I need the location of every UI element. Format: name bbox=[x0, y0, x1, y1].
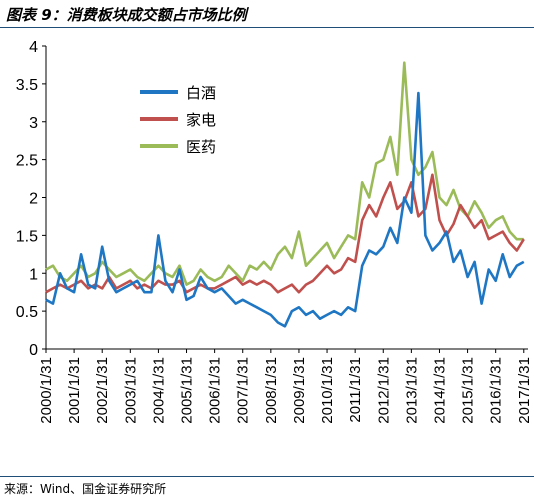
x-tick-label: 2004/1/31 bbox=[150, 357, 167, 424]
x-tick-label: 2017/1/31 bbox=[516, 357, 533, 424]
x-tick-label: 2011/1/31 bbox=[347, 357, 364, 423]
series-lines bbox=[45, 61, 525, 328]
x-tick-label: 2012/1/31 bbox=[375, 357, 392, 424]
series-line-jiadian bbox=[45, 173, 525, 294]
y-tick-label: 0.5 bbox=[16, 304, 38, 321]
title-divider bbox=[0, 27, 534, 28]
y-tick-label: 2.5 bbox=[16, 153, 38, 170]
y-tick-label: 3 bbox=[29, 115, 38, 132]
y-tick-label: 1 bbox=[29, 266, 38, 283]
x-tick-label: 2013/1/31 bbox=[403, 357, 420, 424]
x-tick-label: 2005/1/31 bbox=[179, 357, 196, 424]
y-tick-label: 4 bbox=[29, 39, 38, 56]
legend-label-yiyao: 医药 bbox=[186, 138, 216, 156]
x-tick-label: 2016/1/31 bbox=[488, 357, 505, 424]
x-tick-label: 2015/1/31 bbox=[460, 357, 477, 424]
x-tick-label: 2001/1/31 bbox=[66, 357, 83, 424]
source-note: 来源：Wind、国金证券研究所 bbox=[4, 482, 167, 496]
y-tick-label: 3.5 bbox=[16, 77, 38, 94]
series-line-baijiu bbox=[45, 91, 525, 328]
x-tick-label: 2014/1/31 bbox=[431, 357, 448, 424]
y-tick-label: 1.5 bbox=[16, 228, 38, 245]
x-tick-label: 2006/1/31 bbox=[207, 357, 224, 424]
footer-divider bbox=[0, 476, 534, 477]
x-tick-label: 2010/1/31 bbox=[319, 357, 336, 424]
x-tick-label: 2007/1/31 bbox=[235, 357, 252, 424]
series-line-yiyao bbox=[45, 61, 524, 286]
x-tick-label: 2009/1/31 bbox=[291, 357, 308, 424]
legend-label-baijiu: 白酒 bbox=[186, 84, 216, 102]
x-tick-label: 2000/1/31 bbox=[38, 357, 55, 424]
axes: 0 0.5 1 1.5 2 2.5 3 3.5 4 2000/1/31 2001/1/31 2002/… bbox=[16, 39, 533, 424]
legend-label-jiadian: 家电 bbox=[186, 111, 216, 129]
chart-title: 图表 9：消费板块成交额占市场比例 bbox=[6, 6, 247, 24]
x-tick-label: 2008/1/31 bbox=[263, 357, 280, 424]
x-tick-label: 2003/1/31 bbox=[122, 357, 139, 424]
y-tick-label: 0 bbox=[29, 342, 38, 359]
y-tick-label: 2 bbox=[29, 191, 38, 208]
x-tick-label: 2002/1/31 bbox=[94, 357, 111, 424]
